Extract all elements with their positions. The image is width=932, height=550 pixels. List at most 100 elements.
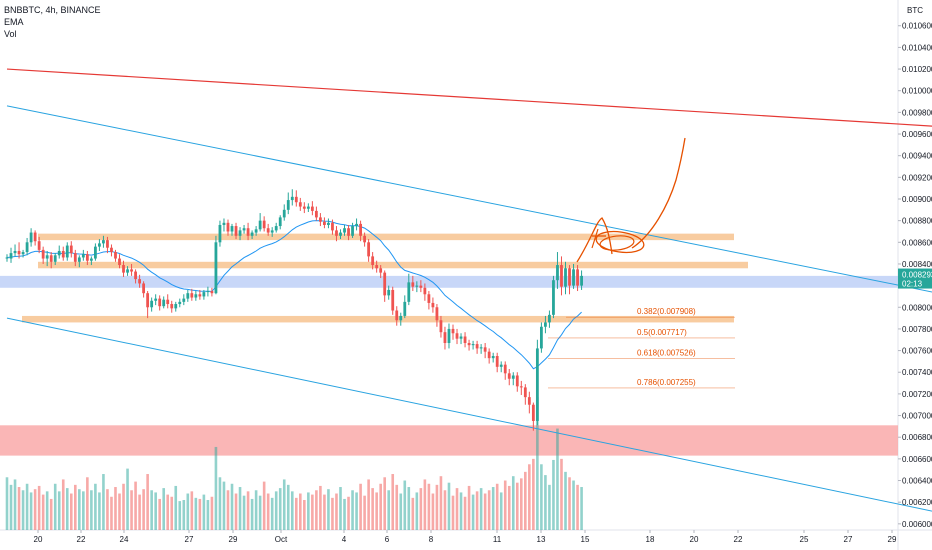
candle-body bbox=[459, 336, 463, 339]
volume-bar bbox=[254, 490, 258, 530]
volume-bar bbox=[198, 498, 202, 530]
volume-bar bbox=[299, 493, 302, 530]
candle bbox=[479, 344, 483, 354]
candle bbox=[395, 306, 399, 326]
candle-body bbox=[49, 255, 53, 262]
candle bbox=[33, 230, 37, 246]
candle-body bbox=[471, 344, 475, 346]
zone-pivot bbox=[0, 275, 898, 288]
candle-body bbox=[13, 250, 17, 254]
candle-body bbox=[166, 299, 170, 305]
volume-bar bbox=[548, 484, 551, 530]
candle-body bbox=[246, 228, 250, 236]
zone-resistance bbox=[38, 233, 734, 241]
candle bbox=[98, 239, 101, 251]
candle-body bbox=[379, 268, 383, 273]
volume-bar bbox=[202, 494, 206, 530]
volume-bar bbox=[483, 493, 487, 530]
candle-body bbox=[266, 228, 270, 233]
volume-indicator-label[interactable]: Vol bbox=[4, 29, 17, 39]
volume-bar bbox=[206, 500, 210, 530]
candle-body bbox=[250, 232, 254, 236]
time-tick-label: 25 bbox=[800, 535, 809, 544]
candle bbox=[507, 368, 511, 386]
volume-bar bbox=[395, 484, 399, 530]
candle bbox=[379, 265, 383, 279]
candle-body bbox=[427, 294, 431, 303]
candle bbox=[339, 229, 342, 240]
fib-level-label: 0.618(0.007526) bbox=[637, 349, 696, 358]
candle bbox=[190, 288, 194, 301]
volume-bar bbox=[78, 489, 81, 530]
time-axis[interactable]: 20 22 24 27 29 Oct 4 6 8 11 13 15 18 20 22 25 27 29 bbox=[34, 530, 897, 544]
candle-body bbox=[527, 397, 531, 405]
candle-body bbox=[29, 232, 33, 243]
candle bbox=[106, 236, 109, 254]
candle-body bbox=[154, 298, 158, 301]
candle-body bbox=[403, 301, 407, 316]
candle bbox=[230, 223, 234, 236]
candle bbox=[89, 256, 93, 266]
candle bbox=[487, 348, 491, 364]
candle-body bbox=[37, 241, 41, 250]
volume-bar bbox=[524, 471, 527, 530]
volume-bar bbox=[355, 492, 358, 530]
time-tick-label: 29 bbox=[888, 535, 897, 544]
candle bbox=[455, 328, 459, 345]
candle bbox=[134, 269, 137, 284]
candle bbox=[142, 281, 146, 298]
candle-body bbox=[548, 314, 551, 323]
price-zones bbox=[0, 233, 898, 456]
candle-body bbox=[483, 347, 487, 352]
volume-bar bbox=[419, 488, 423, 530]
candle bbox=[254, 226, 258, 236]
candle-body bbox=[519, 386, 523, 388]
candle bbox=[539, 322, 543, 353]
volume-bar bbox=[371, 488, 374, 530]
fib-level-label: 0.5(0.007717) bbox=[637, 328, 687, 337]
currency-label: BTC bbox=[907, 6, 923, 15]
time-tick-label: 22 bbox=[734, 535, 743, 544]
volume-bar bbox=[528, 464, 531, 530]
volume-bar bbox=[560, 458, 563, 530]
volume-bar bbox=[82, 491, 85, 530]
candle-body bbox=[556, 265, 559, 281]
fib-level-label: 0.382(0.007908) bbox=[637, 307, 696, 316]
candle-body bbox=[21, 252, 25, 255]
candle-body bbox=[65, 245, 69, 258]
projection-circle bbox=[595, 230, 645, 254]
candle bbox=[53, 253, 57, 266]
candle-body bbox=[206, 291, 210, 293]
last-price-tag bbox=[898, 268, 932, 289]
volume-bar bbox=[230, 483, 234, 530]
volume-bar bbox=[218, 477, 222, 530]
ema-indicator-label[interactable]: EMA bbox=[4, 17, 24, 27]
candle bbox=[138, 274, 141, 288]
candle bbox=[407, 273, 411, 306]
candle-body bbox=[230, 226, 234, 232]
candle-body bbox=[57, 250, 61, 256]
candle-body bbox=[270, 230, 274, 233]
volume-bar bbox=[475, 491, 479, 530]
candle-body bbox=[106, 240, 109, 248]
volume-bar bbox=[246, 491, 250, 530]
candle-body bbox=[282, 209, 286, 218]
candle bbox=[93, 243, 97, 261]
volume-bar bbox=[544, 475, 547, 530]
candle bbox=[314, 206, 318, 221]
volume-bar bbox=[511, 476, 515, 530]
volume-bar bbox=[162, 488, 166, 530]
volume-bar bbox=[552, 459, 555, 530]
volume-bar bbox=[190, 491, 194, 530]
candle-body bbox=[202, 292, 206, 297]
projection-cross bbox=[591, 228, 606, 249]
candle-body bbox=[371, 256, 375, 266]
volume-bar bbox=[37, 485, 41, 530]
candle-body bbox=[234, 226, 238, 236]
symbol-line[interactable]: BNBBTC, 4h, BINANCE bbox=[4, 5, 101, 15]
